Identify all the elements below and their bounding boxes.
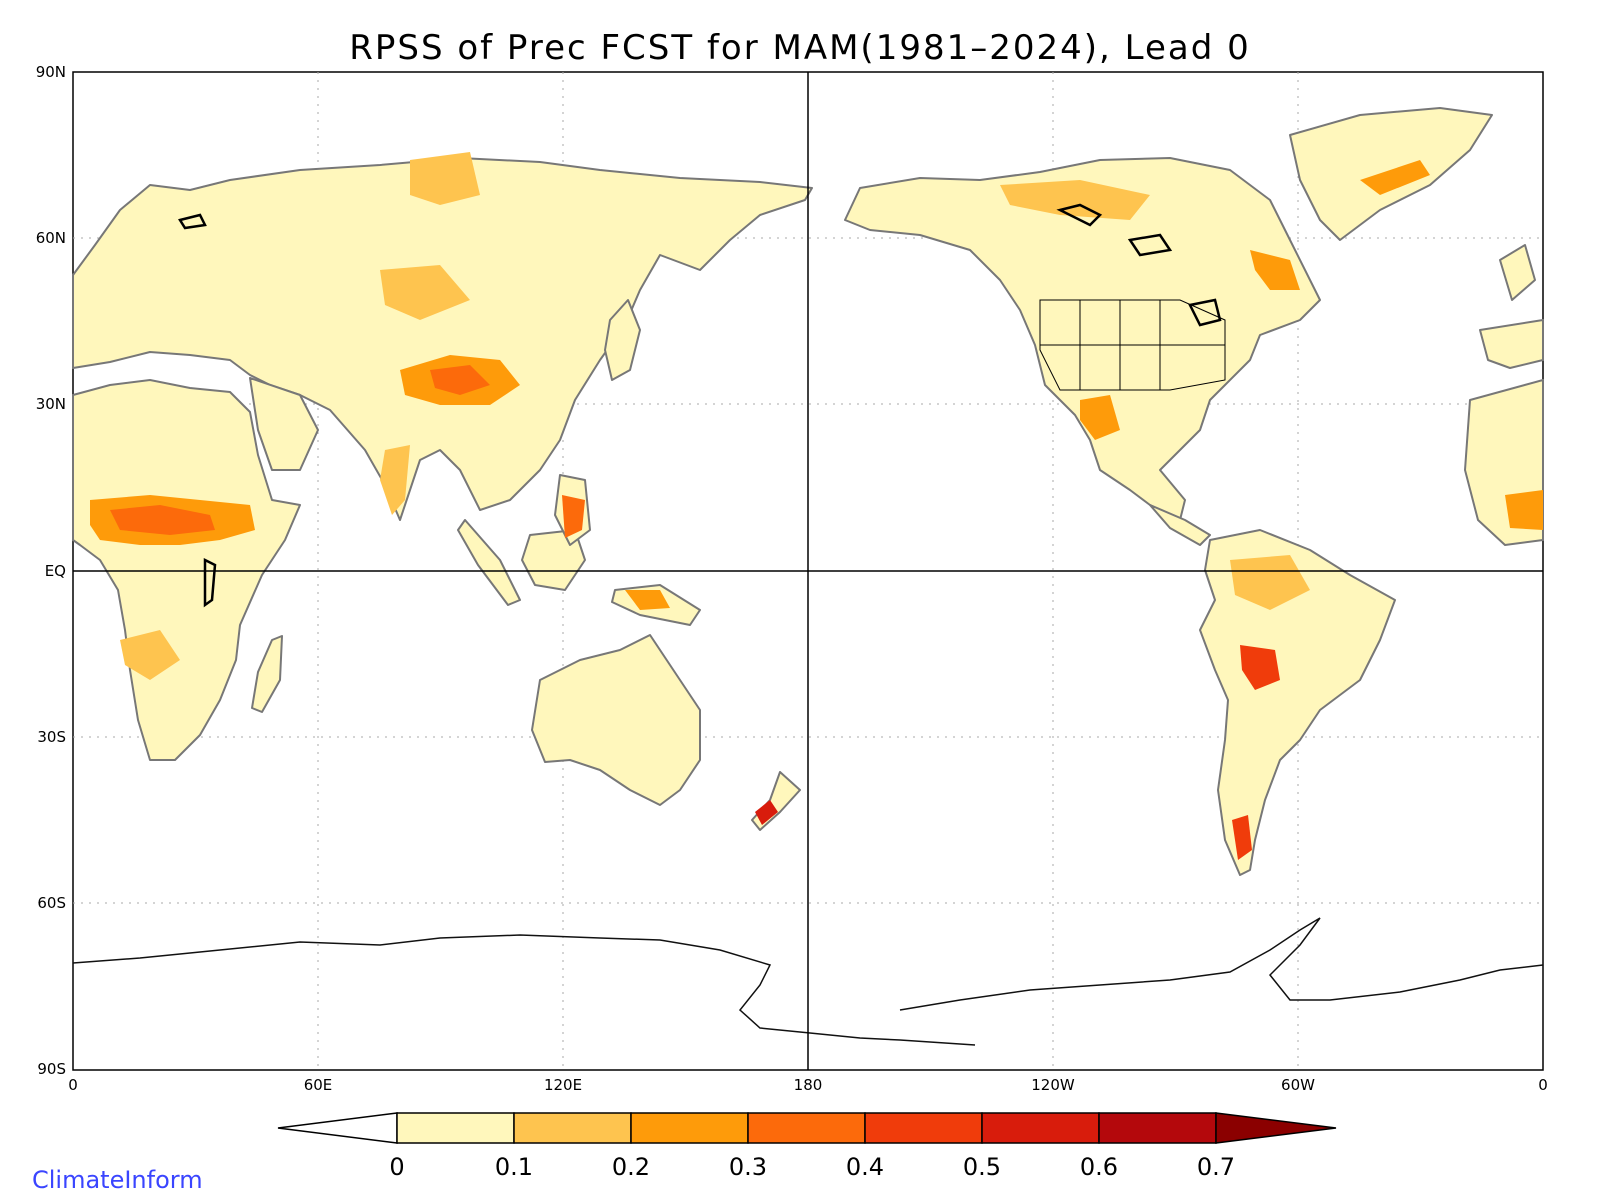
- xtick-0-right: 0: [1538, 1076, 1548, 1094]
- colorbar-label-0.2: 0.2: [611, 1153, 651, 1181]
- us-state-lines: [1039, 299, 1226, 391]
- colorbar-bin-5: [981, 1112, 1100, 1144]
- patch-canada: [1000, 180, 1150, 220]
- xtick-120w: 120W: [1031, 1076, 1075, 1094]
- ytick-60n: 60N: [35, 229, 66, 247]
- arabia: [249, 377, 319, 471]
- uk-edge: [1499, 244, 1536, 301]
- map-title: RPSS of Prec FCST for MAM(1981–2024), Le…: [349, 28, 1251, 68]
- xtick-180: 180: [793, 1076, 823, 1094]
- colorbar-label-0.7: 0.7: [1196, 1153, 1236, 1181]
- patch-new-zealand: [755, 800, 778, 825]
- patch-central-asia: [380, 265, 470, 320]
- lake-outlines: [178, 203, 1222, 608]
- colorbar-label-0.6: 0.6: [1079, 1153, 1119, 1181]
- central-america: [1149, 504, 1211, 546]
- colorbar-under-arrow: [277, 1112, 398, 1144]
- ytick-30s: 30S: [37, 728, 66, 746]
- credit-text: ClimateInform: [32, 1166, 203, 1194]
- patch-patagonia: [1232, 815, 1252, 860]
- europe-east-edge: [1479, 319, 1544, 369]
- australia: [531, 634, 701, 806]
- colorbar-bin-4: [864, 1112, 983, 1144]
- colorbar-over-arrow: [1215, 1112, 1337, 1144]
- xtick-120e: 120E: [543, 1076, 583, 1094]
- patch-andes: [1240, 645, 1280, 690]
- patch-mexico: [1080, 395, 1120, 440]
- colorbar-bin-1: [513, 1112, 632, 1144]
- colorbar-bin-3: [747, 1112, 866, 1144]
- xtick-60e: 60E: [303, 1076, 333, 1094]
- colorbar-label-0.1: 0.1: [494, 1153, 534, 1181]
- colorbar-bin-0: [396, 1112, 515, 1144]
- patch-philippines: [562, 495, 585, 538]
- patch-india: [380, 445, 410, 515]
- patch-new-guinea: [625, 590, 670, 610]
- antarctica: [72, 917, 1544, 1046]
- colorbar-label-0.5: 0.5: [962, 1153, 1002, 1181]
- ytick-60s: 60S: [37, 894, 66, 912]
- patch-tibet-core: [430, 365, 490, 395]
- madagascar: [251, 635, 283, 713]
- ytick-eq: EQ: [44, 562, 66, 580]
- xtick-60w: 60W: [1281, 1076, 1315, 1094]
- patch-africa-south: [120, 630, 180, 680]
- patch-quebec: [1250, 250, 1300, 290]
- ytick-90s: 90S: [37, 1060, 66, 1078]
- ytick-30n: 30N: [35, 395, 66, 413]
- sumatra: [457, 519, 521, 606]
- colorbar: [277, 1112, 1337, 1144]
- patch-siberia-north: [410, 152, 480, 205]
- colorbar-bin-6: [1098, 1112, 1217, 1144]
- south-america: [1199, 529, 1396, 876]
- rpss-patches: [90, 152, 1543, 860]
- colorbar-label-0.4: 0.4: [845, 1153, 885, 1181]
- patch-west-africa-edge: [1505, 490, 1543, 530]
- xtick-0-left: 0: [68, 1076, 78, 1094]
- colorbar-label-0.3: 0.3: [728, 1153, 768, 1181]
- japan: [604, 299, 641, 381]
- patch-amazon: [1230, 555, 1310, 610]
- patch-africa-core: [110, 505, 215, 535]
- colorbar-bin-2: [630, 1112, 749, 1144]
- patch-greenland: [1360, 160, 1430, 195]
- ytick-90n: 90N: [35, 63, 66, 81]
- colorbar-label-0: 0: [389, 1153, 405, 1181]
- north-america: [844, 157, 1321, 521]
